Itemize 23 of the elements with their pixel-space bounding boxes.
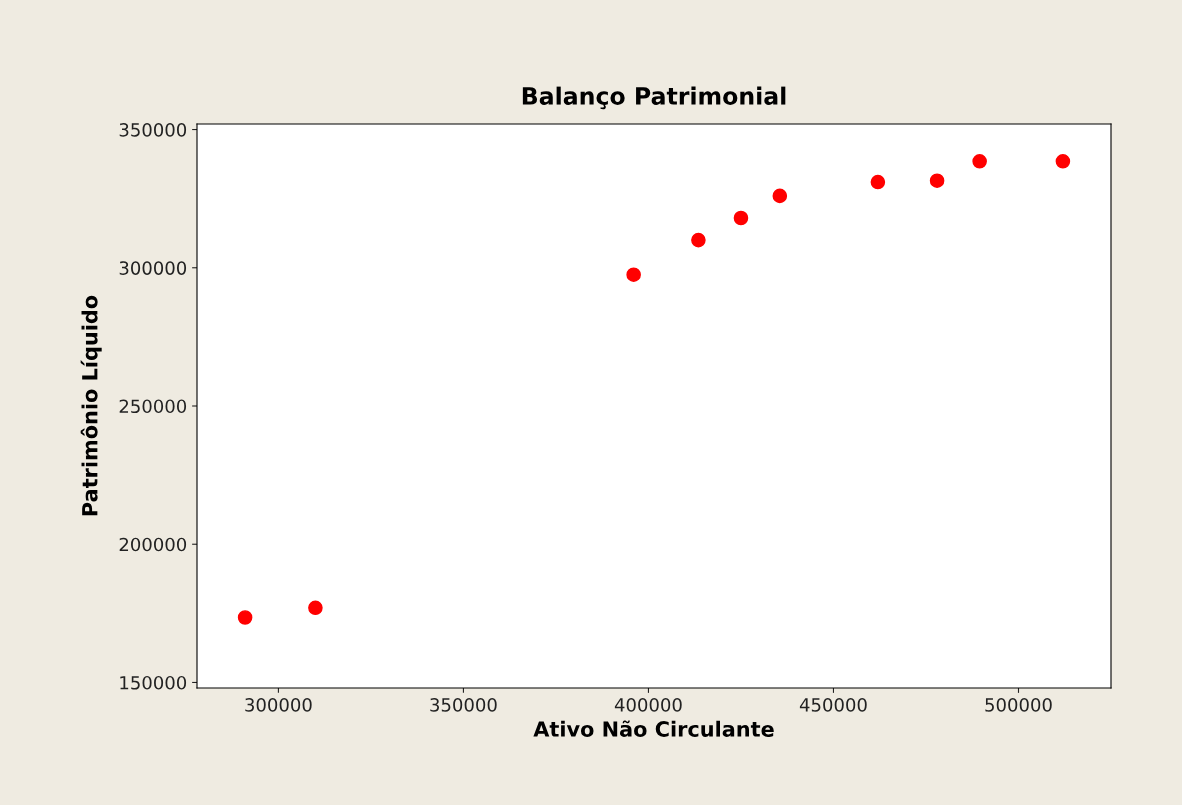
point — [1055, 154, 1071, 169]
x-tick-label: 500000 — [985, 698, 1052, 712]
point — [972, 154, 987, 169]
point — [733, 210, 749, 226]
y-tick-label: 350000 — [119, 122, 187, 137]
x-tick-label: 300000 — [245, 698, 312, 712]
y-tick-label: 150000 — [120, 675, 187, 690]
point — [237, 610, 253, 625]
y-axis-title: Patrimônio Líquido — [80, 295, 102, 516]
point — [772, 188, 788, 204]
y-tick-label: 250000 — [119, 399, 187, 414]
point — [626, 267, 641, 282]
point — [929, 173, 945, 188]
point — [691, 232, 706, 248]
x-tick-label: 350000 — [430, 698, 497, 712]
x-axis-title: Ativo Não Circulante — [533, 720, 774, 737]
point — [870, 174, 886, 190]
x-tick-label: 450000 — [799, 698, 867, 712]
x-tick-label: 400000 — [614, 698, 682, 712]
y-tick-label: 200000 — [119, 537, 187, 552]
y-tick-label: 300000 — [119, 261, 187, 275]
point — [308, 600, 323, 616]
chart-title: Balanço Patrimonial — [522, 86, 786, 110]
